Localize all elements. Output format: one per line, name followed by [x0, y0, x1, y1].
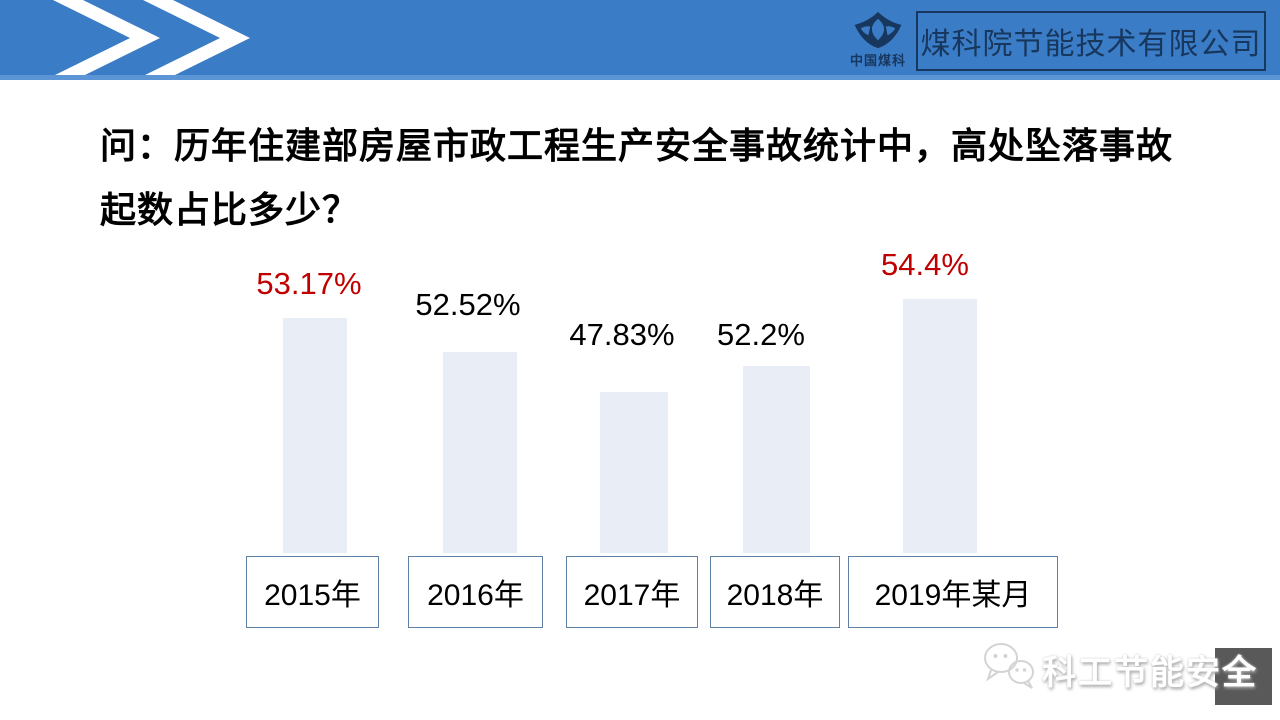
- chart-bar: [743, 366, 810, 553]
- header-stripe: [0, 75, 1280, 80]
- chart-bar: [903, 299, 977, 553]
- header-bar: 中国煤科 煤科院节能技术有限公司: [0, 0, 1280, 80]
- category-box: 2018年: [710, 556, 840, 628]
- category-box: 2015年: [246, 556, 379, 628]
- category-box: 2016年: [408, 556, 543, 628]
- question-line-1: 问：历年住建部房屋市政工程生产安全事故统计中，高处坠落事故: [100, 125, 1174, 166]
- company-logo: 中国煤科: [846, 11, 910, 69]
- company-name: 煤科院节能技术有限公司: [920, 28, 1262, 61]
- watermark-square: [1215, 648, 1272, 705]
- chart-bar: [443, 352, 517, 553]
- question-title: 问：历年住建部房屋市政工程生产安全事故统计中，高处坠落事故 起数占比多少？: [100, 114, 1210, 242]
- bar-value-label: 53.17%: [256, 266, 362, 301]
- category-box: 2017年: [566, 556, 698, 628]
- company-name-box: 煤科院节能技术有限公司: [916, 11, 1266, 71]
- wechat-icon: [984, 643, 1034, 689]
- chart-bar: [600, 392, 668, 553]
- chart-bar: [283, 318, 347, 553]
- bar-value-label: 52.2%: [717, 317, 805, 352]
- bar-value-label: 54.4%: [881, 247, 969, 282]
- logo-caption: 中国煤科: [849, 53, 906, 68]
- bar-value-label: 47.83%: [569, 317, 675, 352]
- question-line-2: 起数占比多少？: [100, 189, 360, 230]
- category-box: 2019年某月: [848, 556, 1058, 628]
- watermark-text: 科工节能安全: [1042, 654, 1258, 692]
- coal-group-logo-icon: [854, 11, 902, 49]
- bar-value-label: 52.52%: [415, 287, 521, 322]
